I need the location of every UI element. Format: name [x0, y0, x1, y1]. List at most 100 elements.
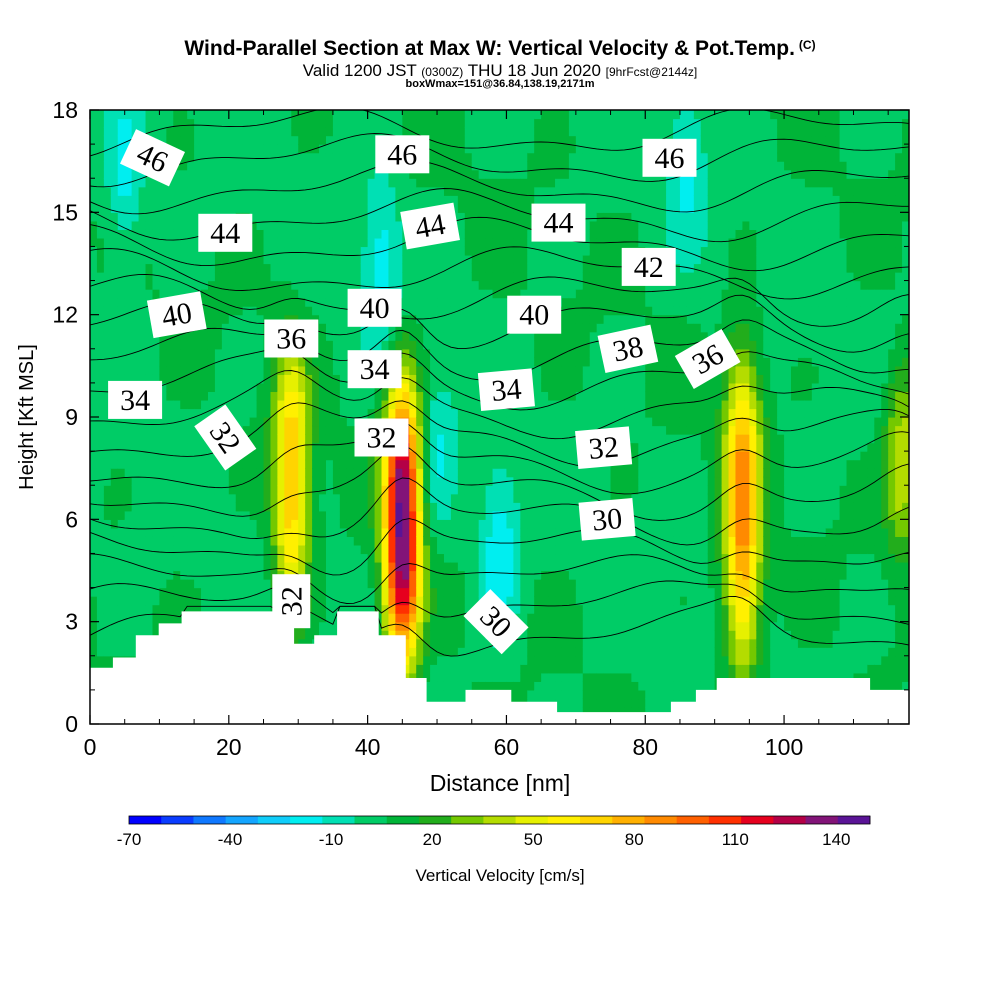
- velocity-cell: [367, 502, 376, 512]
- velocity-cell: [499, 212, 508, 222]
- velocity-cell: [520, 272, 528, 282]
- velocity-cell: [249, 306, 258, 316]
- velocity-cell: [346, 596, 355, 606]
- velocity-cell: [416, 417, 424, 427]
- velocity-cell: [360, 331, 369, 341]
- velocity-cell: [270, 485, 278, 495]
- velocity-cell: [96, 144, 105, 154]
- velocity-cell: [180, 365, 188, 375]
- velocity-cell: [256, 186, 265, 196]
- velocity-cell: [402, 527, 410, 537]
- velocity-cell: [437, 289, 445, 299]
- velocity-cell: [416, 468, 424, 478]
- velocity-cell: [395, 254, 403, 265]
- velocity-cell: [555, 698, 563, 708]
- velocity-cell: [242, 485, 251, 495]
- velocity-cell: [437, 272, 445, 282]
- velocity-cell: [381, 502, 390, 512]
- velocity-cell: [450, 374, 459, 384]
- velocity-cell: [339, 127, 348, 137]
- velocity-cell: [534, 348, 542, 358]
- velocity-cell: [443, 681, 452, 691]
- velocity-cell: [471, 340, 480, 350]
- velocity-cell: [256, 527, 265, 537]
- velocity-cell: [443, 536, 452, 546]
- velocity-cell: [298, 289, 306, 299]
- velocity-cell: [145, 237, 154, 248]
- velocity-cell: [152, 178, 161, 188]
- velocity-cell: [117, 630, 126, 640]
- velocity-cell: [194, 408, 202, 418]
- velocity-cell: [166, 459, 174, 469]
- velocity-cell: [492, 408, 501, 418]
- velocity-cell: [124, 442, 133, 452]
- velocity-cell: [339, 169, 348, 179]
- velocity-cell: [173, 527, 181, 537]
- velocity-cell: [409, 604, 417, 614]
- velocity-cell: [374, 195, 383, 205]
- velocity-cell: [499, 340, 508, 350]
- velocity-cell: [443, 425, 452, 435]
- velocity-cell: [561, 425, 570, 435]
- velocity-cell: [159, 570, 167, 580]
- velocity-cell: [437, 280, 445, 290]
- velocity-cell: [242, 604, 251, 614]
- velocity-cell: [409, 672, 417, 682]
- velocity-cell: [409, 647, 417, 657]
- velocity-cell: [513, 340, 521, 350]
- velocity-cell: [367, 144, 376, 154]
- velocity-cell: [513, 144, 521, 154]
- velocity-cell: [471, 382, 480, 393]
- velocity-cell: [409, 596, 417, 606]
- velocity-cell: [450, 527, 459, 537]
- velocity-cell: [201, 297, 209, 307]
- velocity-cell: [201, 493, 209, 503]
- velocity-cell: [561, 536, 570, 546]
- velocity-cell: [325, 536, 334, 546]
- velocity-cell: [416, 647, 424, 657]
- velocity-cell: [430, 399, 438, 410]
- velocity-cell: [235, 340, 244, 350]
- velocity-cell: [471, 596, 480, 606]
- velocity-cell: [207, 476, 216, 486]
- velocity-cell: [339, 118, 348, 128]
- velocity-cell: [117, 152, 126, 162]
- velocity-cell: [173, 417, 181, 427]
- velocity-cell: [541, 459, 549, 469]
- velocity-cell: [173, 186, 181, 196]
- velocity-cell: [381, 579, 390, 589]
- velocity-cell: [173, 485, 181, 495]
- velocity-cell: [471, 502, 480, 512]
- velocity-cell: [437, 579, 445, 589]
- velocity-cell: [416, 178, 424, 188]
- velocity-cell: [103, 527, 112, 537]
- velocity-cell: [96, 621, 105, 631]
- velocity-cell: [374, 237, 383, 248]
- velocity-cell: [138, 237, 147, 248]
- velocity-cell: [159, 391, 167, 401]
- velocity-cell: [402, 672, 410, 682]
- velocity-cell: [520, 527, 528, 537]
- velocity-cell: [402, 519, 410, 529]
- velocity-cell: [513, 357, 521, 367]
- velocity-cell: [110, 630, 119, 640]
- velocity-cell: [194, 169, 202, 179]
- velocity-cell: [555, 647, 563, 657]
- velocity-cell: [485, 681, 494, 691]
- velocity-cell: [527, 502, 535, 512]
- velocity-cell: [277, 510, 285, 520]
- velocity-cell: [423, 519, 431, 529]
- velocity-cell: [173, 357, 181, 367]
- velocity-cell: [485, 186, 494, 196]
- velocity-cell: [187, 365, 195, 375]
- velocity-cell: [492, 544, 501, 555]
- velocity-cell: [409, 348, 417, 358]
- velocity-cell: [124, 536, 133, 546]
- velocity-cell: [96, 442, 105, 452]
- velocity-cell: [568, 655, 577, 665]
- velocity-cell: [506, 246, 514, 256]
- velocity-cell: [173, 246, 181, 256]
- velocity-cell: [471, 272, 480, 282]
- velocity-cell: [443, 357, 452, 367]
- velocity-cell: [506, 527, 514, 537]
